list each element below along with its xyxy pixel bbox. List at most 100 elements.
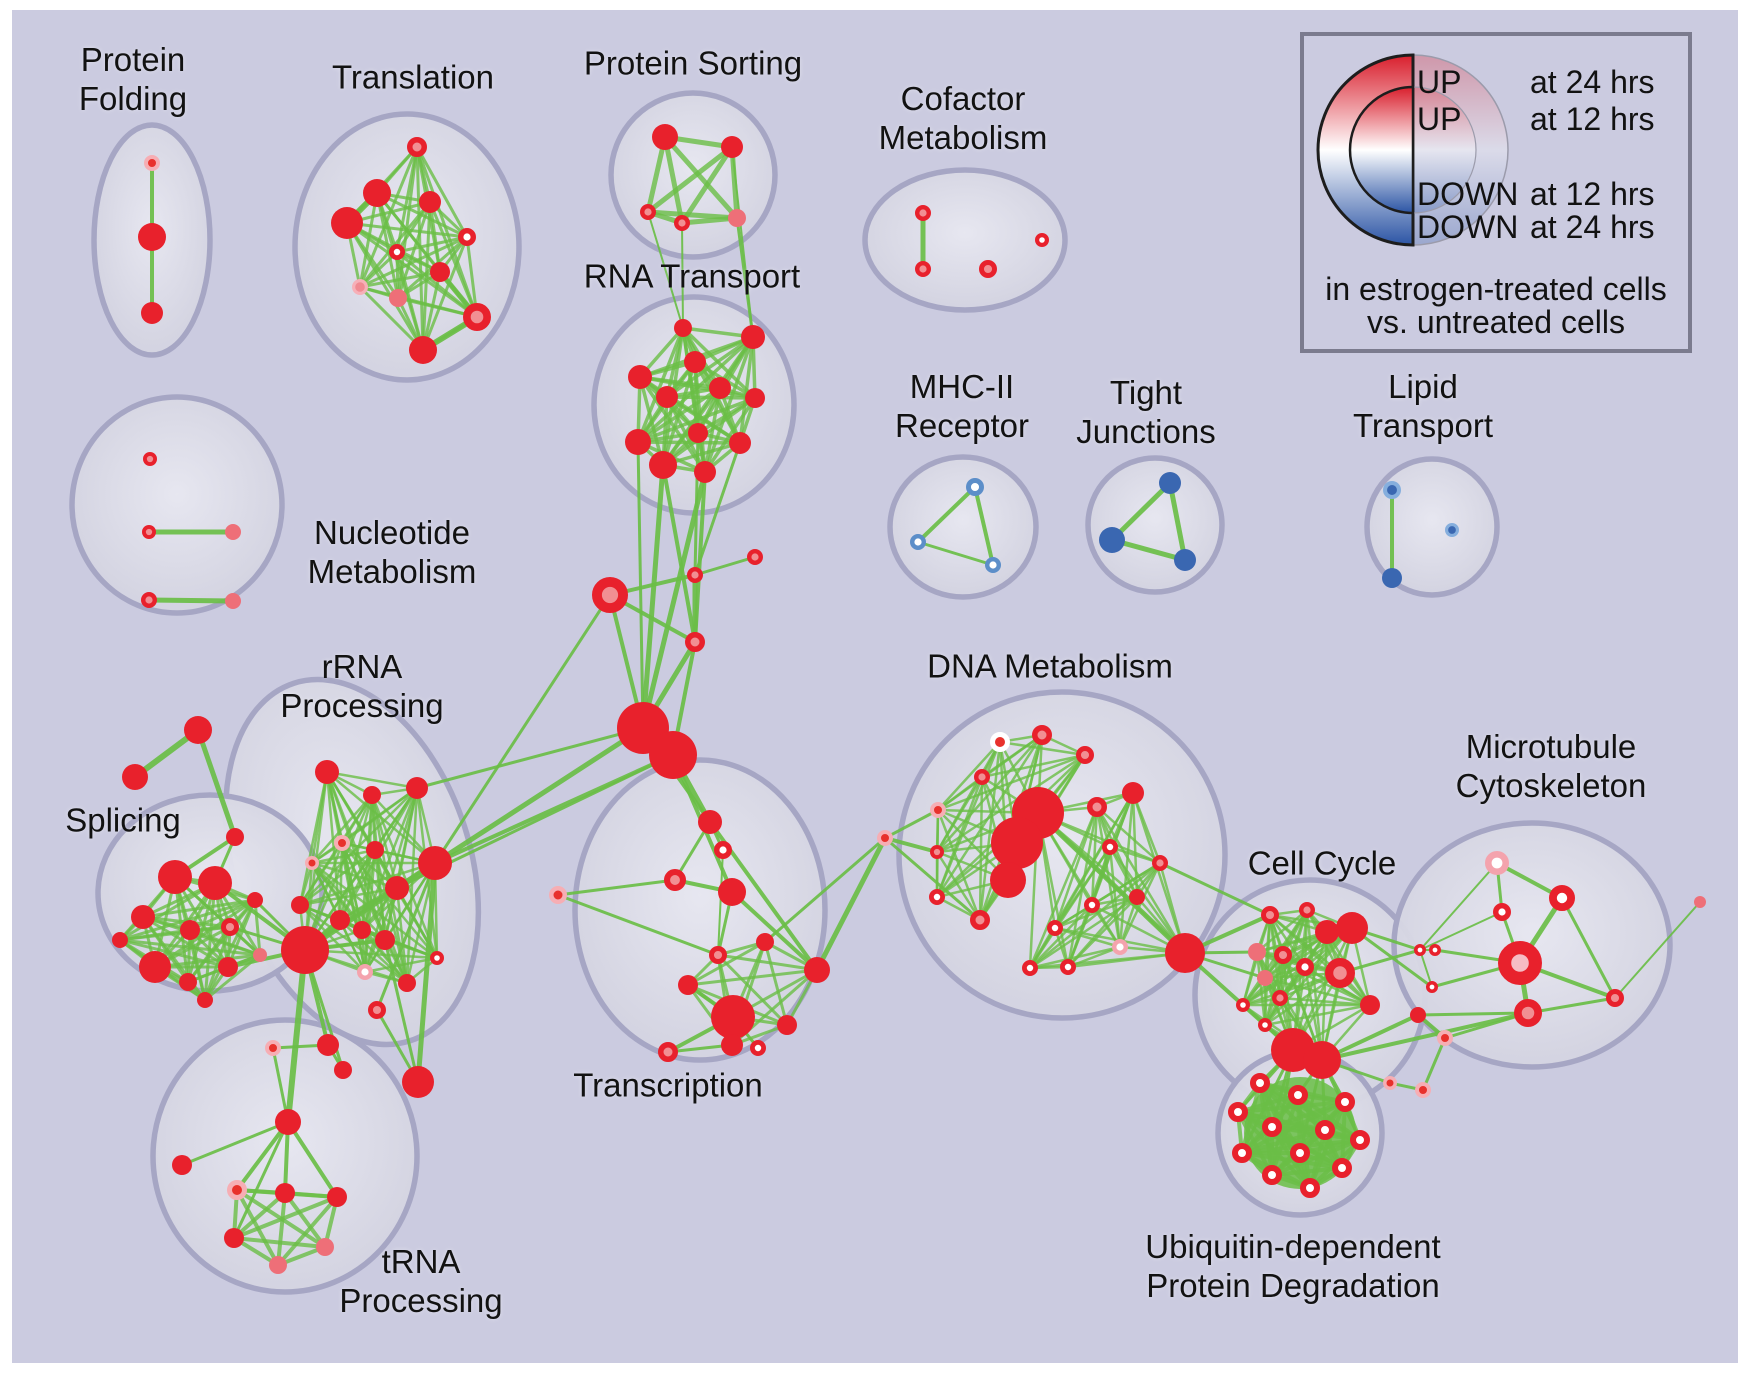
network-node	[1382, 568, 1402, 588]
network-node	[218, 957, 238, 977]
cluster-label-rrna-processing: rRNA Processing	[280, 648, 444, 724]
network-node	[1122, 782, 1144, 804]
network-node	[747, 549, 764, 566]
network-node	[227, 1180, 247, 1200]
network-edge	[1263, 976, 1372, 1007]
network-edge	[935, 775, 984, 854]
network-node	[144, 155, 160, 171]
network-edge	[310, 848, 377, 865]
network-node	[915, 204, 932, 221]
network-edge	[232, 1120, 290, 1240]
network-edge	[738, 335, 755, 445]
network-edge	[1241, 965, 1307, 1007]
network-edge	[1108, 845, 1122, 949]
network-edge	[283, 1191, 327, 1249]
network-node	[910, 534, 927, 551]
network-edge	[1095, 805, 1187, 955]
legend-time-up-24: at 24 hrs	[1530, 64, 1655, 100]
network-edge	[345, 221, 469, 239]
cluster-label-cofactor-metabolism: Cofactor Metabolism	[878, 80, 1048, 156]
network-edge	[665, 395, 757, 400]
legend-updown-glyph-icon	[1316, 53, 1509, 247]
network-node	[1174, 549, 1196, 571]
network-edge	[358, 285, 425, 352]
network-edge	[1614, 901, 1701, 999]
cluster-ellipse-transcription	[572, 757, 828, 1063]
network-node	[929, 844, 944, 859]
network-node	[1303, 1041, 1341, 1079]
network-node	[221, 917, 240, 936]
network-node	[352, 279, 369, 296]
network-node	[985, 557, 1002, 574]
network-node	[357, 964, 374, 981]
network-edge	[693, 555, 757, 577]
network-node	[678, 975, 698, 995]
cluster-label-nucleotide-metabolism: Nucleotide Metabolism	[307, 514, 477, 590]
network-edge	[232, 1191, 287, 1240]
network-edge	[1108, 845, 1187, 955]
network-edge	[1028, 861, 1162, 970]
network-node	[1415, 1082, 1431, 1098]
network-edge	[186, 898, 257, 984]
network-edge	[433, 593, 612, 865]
network-node	[407, 137, 427, 157]
network-node	[1444, 523, 1459, 538]
network-node	[1262, 1165, 1282, 1185]
network-edge	[1241, 950, 1259, 1007]
network-edge	[883, 808, 940, 840]
network-edge	[298, 886, 399, 907]
network-edge	[141, 898, 257, 919]
cluster-label-tight-junctions: Tight Junctions	[1076, 374, 1216, 450]
network-node	[1332, 1158, 1352, 1178]
network-node	[1513, 998, 1542, 1027]
cluster-label-ubiquitin-degradation: Ubiquitin-dependent Protein Degradation	[1145, 1228, 1441, 1304]
network-node	[990, 862, 1026, 898]
network-node	[363, 786, 381, 804]
network-node	[389, 289, 407, 307]
network-node	[930, 802, 946, 818]
network-node	[139, 951, 171, 983]
network-node	[1298, 902, 1315, 919]
network-node	[1410, 1007, 1426, 1023]
network-edge	[661, 396, 757, 467]
network-edge	[916, 485, 977, 544]
network-node	[1151, 855, 1168, 872]
network-node	[745, 388, 765, 408]
network-node	[649, 451, 677, 479]
network-edge	[325, 770, 419, 790]
network-edge	[731, 146, 754, 338]
network-edge	[1095, 805, 1162, 865]
network-edge	[302, 860, 438, 953]
network-edge	[679, 144, 735, 226]
network-edge	[298, 848, 377, 907]
network-node	[406, 777, 428, 799]
network-edge	[1263, 1003, 1372, 1027]
network-edge	[936, 808, 982, 922]
network-node	[1047, 920, 1064, 937]
network-node	[1485, 850, 1510, 875]
network-edge	[428, 200, 479, 319]
network-node	[180, 920, 200, 940]
network-edge	[1167, 480, 1188, 563]
network-edge	[978, 775, 984, 922]
network-node	[402, 1066, 434, 1098]
network-edge	[556, 878, 677, 897]
network-edge	[1419, 862, 1498, 951]
network-node	[225, 593, 241, 609]
cluster-ellipse-translation	[292, 111, 522, 383]
network-node	[334, 835, 350, 851]
network-node	[179, 973, 197, 991]
network-edge	[153, 898, 257, 969]
network-node	[674, 214, 691, 231]
network-edge	[665, 395, 742, 445]
network-edge	[883, 836, 982, 922]
network-node	[291, 896, 309, 914]
network-edge	[276, 1191, 287, 1267]
network-node	[628, 365, 652, 389]
network-edge	[146, 597, 236, 604]
network-edge	[662, 134, 685, 226]
network-edge	[1526, 996, 1617, 1015]
network-node	[1250, 1073, 1270, 1093]
cluster-label-rna-transport: RNA Transport	[583, 257, 801, 295]
network-edge	[1255, 950, 1267, 1027]
